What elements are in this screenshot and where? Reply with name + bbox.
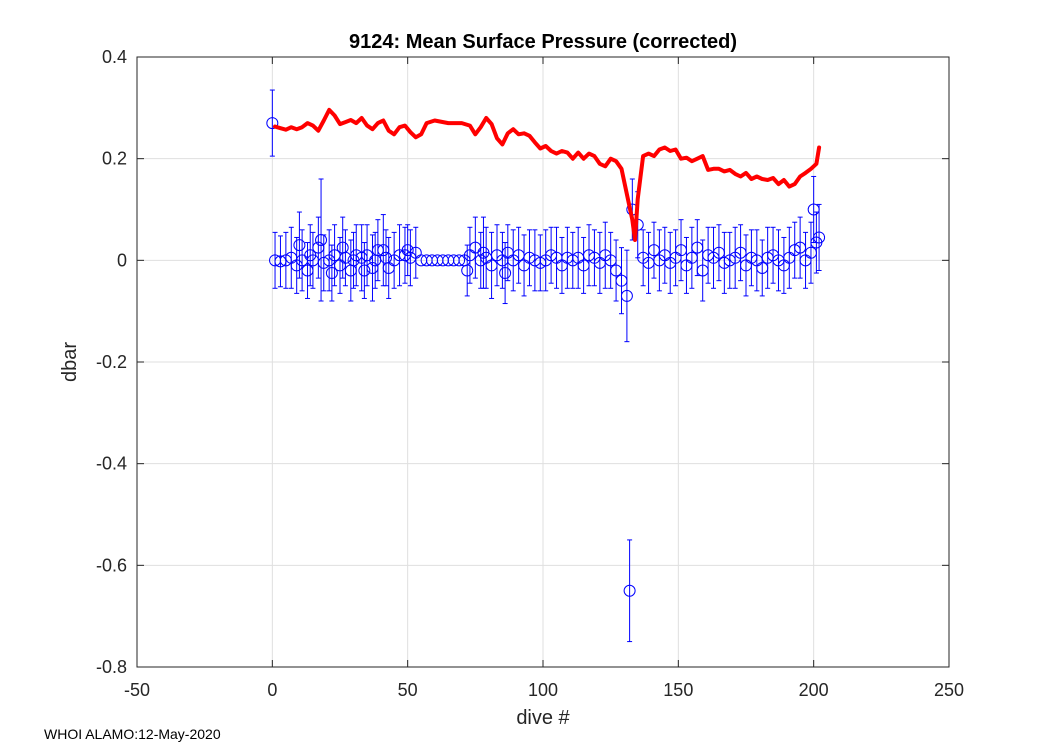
- x-tick-label: 50: [398, 680, 418, 700]
- data-point: [293, 239, 306, 252]
- data-point: [623, 584, 636, 597]
- x-tick-label: 250: [934, 680, 964, 700]
- tick-labels: -50 0 50 100 150 200 250 -0.8 -0.6 -0.4 -0.2 0 0.2 0.…: [96, 47, 964, 700]
- x-tick-label: 0: [267, 680, 277, 700]
- y-axis-label: dbar: [59, 342, 81, 382]
- y-tick-label: -0.8: [96, 657, 127, 677]
- y-tick-label: 0: [117, 250, 127, 270]
- series-mean-surface-pressure: [266, 89, 826, 643]
- axes: [136, 56, 950, 668]
- data-point: [401, 244, 414, 257]
- data-point: [499, 267, 512, 280]
- x-tick-label: 150: [663, 680, 693, 700]
- data-point: [358, 264, 371, 277]
- y-tick-label: -0.2: [96, 352, 127, 372]
- data-point: [461, 264, 474, 277]
- plot-area: [266, 89, 826, 643]
- footer-credit: WHOI ALAMO:12-May-2020: [44, 726, 221, 742]
- x-axis-label: dive #: [516, 707, 570, 729]
- y-tick-label: -0.4: [96, 454, 127, 474]
- y-tick-label: 0.2: [102, 149, 127, 169]
- data-point: [266, 117, 279, 130]
- y-tick-label: 0.4: [102, 47, 127, 67]
- data-point: [325, 267, 338, 280]
- data-point: [453, 254, 466, 267]
- data-point: [813, 231, 826, 244]
- data-point: [315, 234, 328, 246]
- x-tick-label: 100: [528, 680, 558, 700]
- x-tick-label: -50: [124, 680, 150, 700]
- chart-title: 9124: Mean Surface Pressure (corrected): [349, 31, 737, 53]
- data-point: [620, 289, 633, 302]
- series-line-corrected: [273, 107, 822, 242]
- x-tick-label: 200: [799, 680, 829, 700]
- y-tick-label: -0.6: [96, 555, 127, 575]
